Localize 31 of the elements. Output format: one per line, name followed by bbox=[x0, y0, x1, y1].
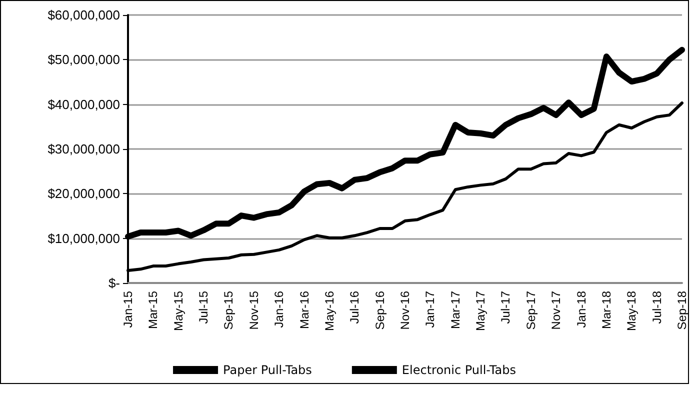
y-tick-label: $40,000,000 bbox=[48, 96, 120, 112]
x-tick-label: Jan-17 bbox=[423, 290, 438, 328]
x-tick-label: May-16 bbox=[322, 290, 336, 332]
x-tick-label: Jan-16 bbox=[272, 290, 286, 328]
y-tick-label: $60,000,000 bbox=[48, 8, 120, 22]
y-tick-label: $20,000,000 bbox=[48, 186, 120, 202]
y-tick-label: $- bbox=[108, 276, 120, 290]
x-tick-label: Jul-17 bbox=[498, 290, 513, 324]
x-tick-label: May-15 bbox=[171, 290, 186, 332]
x-tick-label: Jul-16 bbox=[348, 290, 362, 324]
x-tick-label: Mar-18 bbox=[599, 290, 614, 330]
x-tick-label: Mar-16 bbox=[297, 290, 312, 330]
legend-label: Paper Pull-Tabs bbox=[223, 363, 312, 377]
x-tick-label: Nov-15 bbox=[246, 290, 261, 330]
x-tick-label: May-17 bbox=[474, 290, 488, 332]
x-tick-label: Nov-16 bbox=[398, 290, 412, 330]
x-tick-label: Sep-17 bbox=[524, 290, 538, 330]
legend-label: Electronic Pull-Tabs bbox=[402, 363, 516, 377]
x-tick-label: Nov-17 bbox=[549, 290, 564, 330]
x-tick-label: Mar-15 bbox=[146, 290, 160, 330]
x-tick-label: Mar-17 bbox=[448, 290, 462, 330]
y-tick-label: $30,000,000 bbox=[48, 142, 120, 156]
y-tick-label: $50,000,000 bbox=[48, 52, 120, 68]
x-tick-label: Jul-18 bbox=[650, 290, 664, 324]
y-tick-label: $10,000,000 bbox=[48, 230, 120, 246]
x-tick-label: Sep-16 bbox=[372, 290, 387, 330]
x-tick-label: Jul-15 bbox=[196, 290, 211, 324]
x-tick-label: Jan-15 bbox=[121, 290, 135, 328]
x-tick-label: May-18 bbox=[624, 290, 639, 332]
x-tick-label: Sep-15 bbox=[222, 290, 236, 330]
x-tick-label: Jan-18 bbox=[574, 290, 588, 328]
